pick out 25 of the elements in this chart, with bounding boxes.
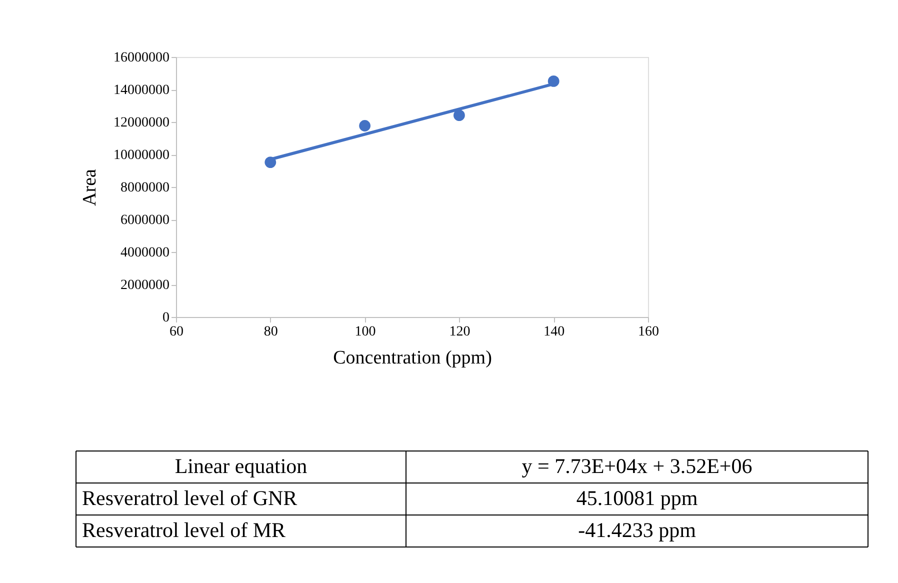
y-tick-label: 2000000 bbox=[120, 278, 170, 293]
y-tick-label: 12000000 bbox=[114, 116, 170, 130]
y-tick-label: 16000000 bbox=[114, 50, 170, 66]
text: 45.10081 ppm bbox=[576, 486, 698, 510]
y-tick-label: 8000000 bbox=[120, 180, 170, 196]
text: -41.4233 ppm bbox=[578, 518, 696, 542]
x-tick-label: 80 bbox=[264, 324, 278, 340]
y-tick-label: 6000000 bbox=[120, 213, 170, 228]
text: Resveratrol level of MR bbox=[82, 518, 286, 542]
text: y = 7.73E+04x + 3.52E+06 bbox=[522, 454, 752, 478]
y-tick-label: 14000000 bbox=[114, 83, 170, 98]
y-tick-label: 0 bbox=[162, 310, 170, 326]
y-axis-title: Area bbox=[80, 168, 100, 206]
y-tick-label: 10000000 bbox=[114, 148, 170, 163]
x-tick-label: 100 bbox=[354, 324, 376, 340]
text: Resveratrol level of GNR bbox=[82, 486, 298, 510]
x-tick-label: 140 bbox=[544, 324, 565, 340]
x-tick-label: 120 bbox=[449, 324, 470, 340]
y-tick-label: 4000000 bbox=[120, 246, 170, 260]
x-tick-label: 60 bbox=[170, 324, 184, 340]
x-tick-label: 160 bbox=[638, 324, 659, 340]
point bbox=[359, 120, 370, 132]
text: Linear equation bbox=[174, 454, 308, 478]
point bbox=[454, 110, 465, 122]
x-axis-title: Concentration (ppm) bbox=[333, 348, 492, 368]
